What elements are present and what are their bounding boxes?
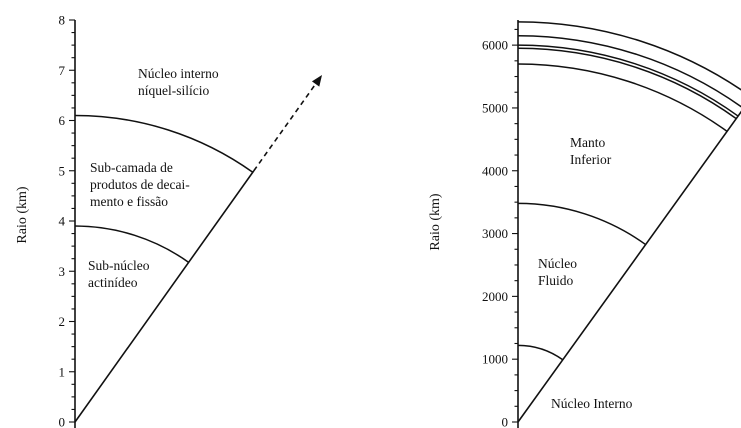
layer-boundary-arc: [517, 47, 737, 120]
tick-label: 6: [59, 113, 66, 128]
region-label: Núcleo Interno: [551, 396, 633, 411]
tick-label: 0: [59, 415, 66, 428]
region-label: Núcleo interno níquel-silício: [138, 66, 219, 98]
slope-line: [517, 110, 741, 423]
slope-line: [74, 170, 255, 423]
region-label-line: produtos de decai-: [90, 177, 190, 192]
region-label: Sub-núcleo actinídeo: [88, 258, 150, 290]
right-panel-earth-layers: 0 1000 2000 3000 4000 5000 6000 Raio (km) Núcleo…: [428, 20, 741, 428]
tick-label: 3: [59, 264, 66, 279]
region-label-line: Núcleo interno: [138, 66, 219, 81]
shell-boundary-arc: [74, 225, 190, 263]
region-label-line: Inferior: [570, 152, 612, 167]
layer-boundary-arc: [517, 34, 741, 108]
tick-label: 0: [502, 415, 509, 428]
y-axis-title: Raio (km): [15, 186, 30, 243]
region-label-line: Manto: [570, 135, 605, 150]
tick-label: 3000: [482, 226, 508, 241]
region-label: Sub-camada de produtos de decai-mento e f…: [90, 160, 190, 209]
region-label-line: mento e fissão: [90, 194, 168, 209]
tick-label: 2: [59, 314, 66, 329]
arrow-head: [311, 75, 322, 87]
layer-boundary-arc: [517, 202, 647, 246]
layer-boundary-arc: [517, 21, 741, 91]
tick-label: 1: [59, 364, 66, 379]
region-label-line: Fluido: [538, 273, 574, 288]
tick-label: 7: [59, 63, 66, 78]
layer-boundary-arc: [517, 63, 728, 132]
dashed-arrow-line: [253, 81, 319, 172]
tick-label: 8: [59, 13, 66, 28]
tick-label: 1000: [482, 352, 508, 367]
region-label-line: níquel-silício: [138, 83, 209, 98]
y-axis-title: Raio (km): [428, 193, 443, 250]
tick-label: 4: [59, 214, 66, 229]
region-label-line: Núcleo: [538, 256, 577, 271]
region-label-line: Sub-camada de: [90, 160, 173, 175]
tick-label: 4000: [482, 163, 508, 178]
layer-boundary-arc: [517, 44, 739, 117]
region-label: Manto Inferior: [570, 135, 612, 167]
region-label-line: Sub-núcleo: [88, 258, 150, 273]
tick-label: 6000: [482, 38, 508, 53]
tick-label: 5000: [482, 100, 508, 115]
layer-boundary-arc: [517, 344, 564, 361]
region-label-line: actinídeo: [88, 275, 138, 290]
tick-label: 2000: [482, 289, 508, 304]
shell-boundary-arc: [74, 114, 254, 173]
region-label-line: Núcleo Interno: [551, 396, 633, 411]
region-label: Núcleo Fluido: [538, 256, 577, 288]
tick-label: 5: [59, 163, 66, 178]
